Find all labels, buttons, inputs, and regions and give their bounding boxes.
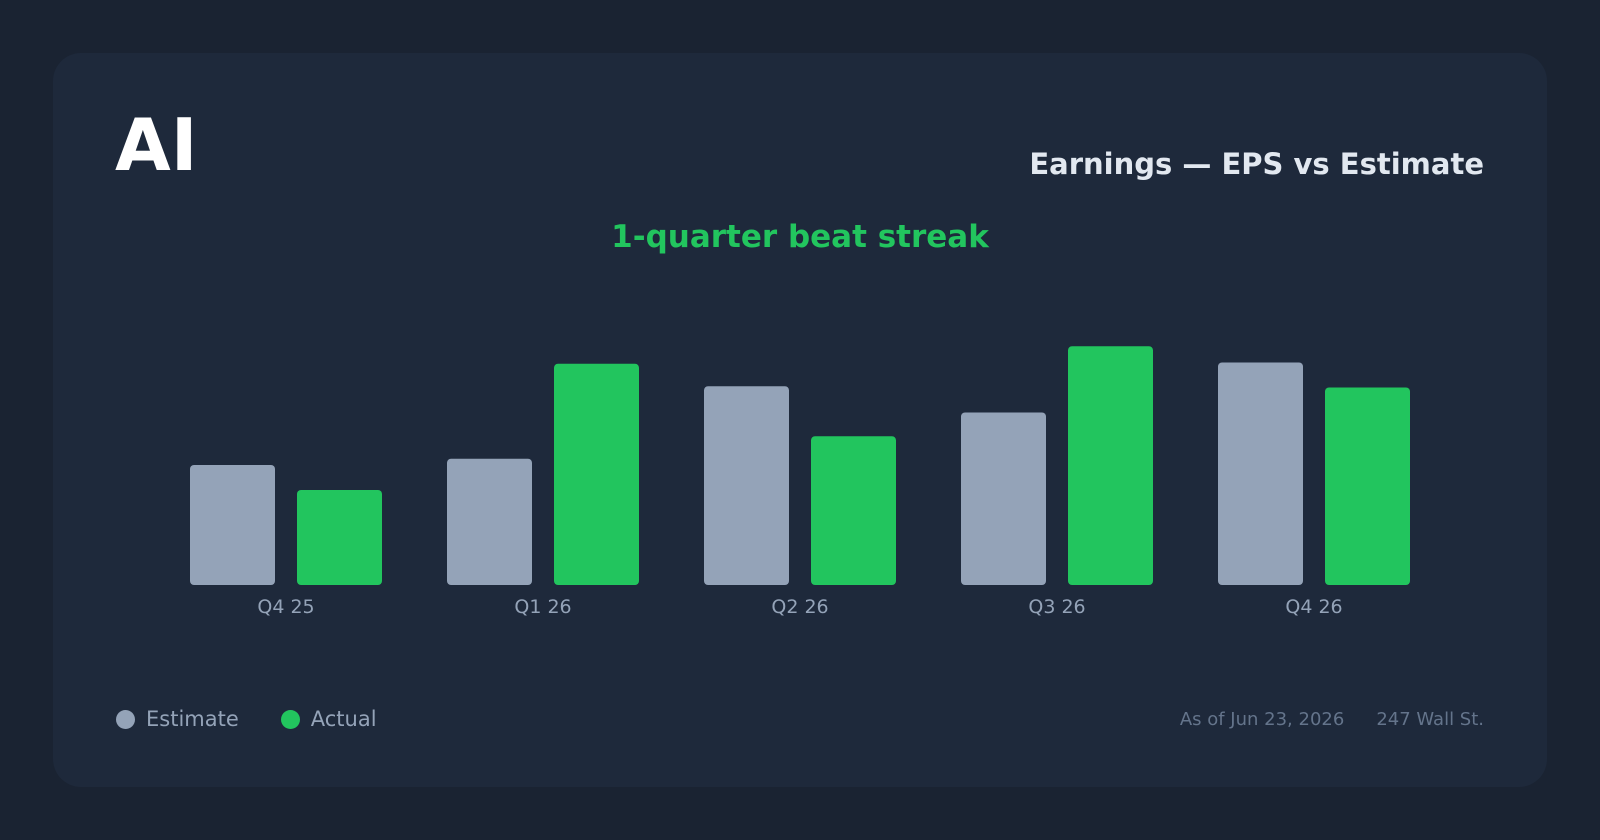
source-credit: 247 Wall St. — [1376, 709, 1484, 730]
as-of-date: As of Jun 23, 2026 — [1179, 709, 1345, 730]
bar-estimate-q4-25 — [190, 465, 275, 585]
bar-estimate-q1-26 — [447, 458, 532, 585]
bar-estimate-q4-26 — [1218, 362, 1303, 585]
legend-item-actual: Actual — [280, 707, 377, 731]
bar-estimate-q2-26 — [704, 386, 789, 585]
earnings-card: AI Earnings — EPS vs Estimate 1-quarter … — [53, 53, 1547, 787]
x-tick-label: Q3 26 — [1028, 596, 1085, 618]
legend-estimate-label: Estimate — [146, 707, 239, 731]
beat-streak-label: 1-quarter beat streak — [611, 219, 989, 255]
legend-item-estimate: Estimate — [116, 707, 239, 731]
x-tick-label: Q1 26 — [514, 596, 571, 618]
x-tick-label: Q4 26 — [1285, 596, 1342, 618]
bar-actual-q3-26 — [1068, 346, 1153, 585]
legend-actual-label: Actual — [310, 707, 377, 731]
legend-actual-swatch — [280, 709, 300, 729]
x-tick-label: Q4 25 — [257, 596, 314, 618]
eps-bar-chart: Q4 25 Q1 26 Q2 26 Q3 26 Q4 26 — [190, 346, 1410, 618]
bar-actual-q4-25 — [297, 490, 382, 585]
chart-footer: As of Jun 23, 2026 247 Wall St. — [1180, 709, 1484, 730]
chart-title: Earnings — EPS vs Estimate — [1029, 147, 1484, 181]
chart-legend: Estimate Actual — [116, 707, 419, 731]
legend-estimate-swatch — [116, 709, 135, 729]
bar-actual-q4-26 — [1325, 387, 1410, 585]
ticker-symbol: AI — [115, 103, 198, 187]
bar-estimate-q3-26 — [961, 412, 1046, 585]
bar-actual-q1-26 — [554, 363, 639, 585]
x-tick-label: Q2 26 — [771, 596, 828, 618]
bar-actual-q2-26 — [811, 436, 896, 585]
